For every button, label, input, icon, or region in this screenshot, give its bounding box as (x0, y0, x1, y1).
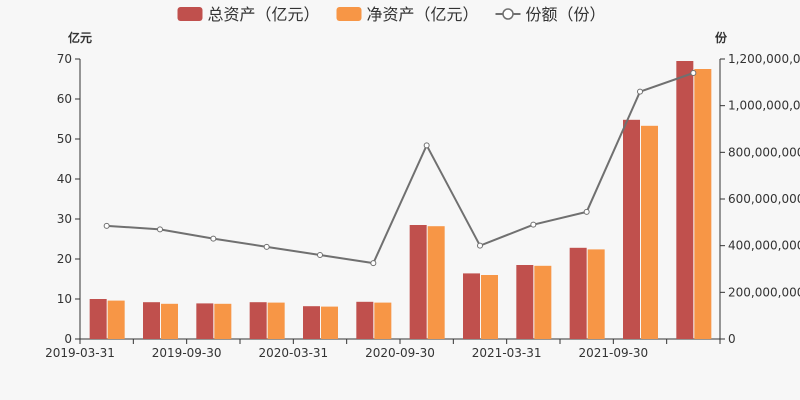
axes: 0 10 20 30 40 50 60 70 0 200,000,000 400,000,000 60… (45, 52, 800, 360)
net-assets-bar (321, 306, 338, 339)
net-assets-bar (374, 302, 392, 339)
share-point (423, 142, 430, 149)
share-point (263, 243, 270, 250)
share-point (210, 235, 217, 242)
share-point (103, 222, 110, 229)
net-assets-bar (427, 226, 445, 339)
net-assets-bar (534, 265, 552, 339)
right-tick-label: 400,000,000 (728, 239, 800, 253)
total-assets-bar (356, 301, 374, 339)
left-tick-label: 60 (57, 92, 72, 106)
net-assets-bar (641, 125, 658, 339)
left-tick-label: 20 (57, 252, 72, 266)
share-point (530, 221, 537, 228)
total-assets-bar (143, 302, 160, 339)
legend-label: 份额（份） (526, 5, 606, 24)
right-tick-label: 200,000,000 (728, 285, 800, 299)
total-assets-bar (249, 302, 267, 339)
left-axis-title: 亿元 (68, 30, 92, 45)
right-tick-label: 1,200,000,000 (728, 52, 800, 66)
net-assets-bar (694, 69, 712, 339)
net-assets-bar (267, 302, 285, 339)
bars (89, 61, 712, 339)
x-tick-label: 2020-03-31 (258, 346, 328, 360)
total-assets-bar (676, 61, 694, 339)
legend-share-swatch-point (502, 8, 514, 20)
share-point (157, 226, 163, 233)
x-tick-label: 2019-09-30 (152, 346, 222, 360)
share-point (370, 260, 377, 267)
share-point (637, 88, 643, 95)
total-assets-bar (303, 306, 320, 339)
total-assets-bar (89, 299, 107, 339)
total-assets-bar (569, 247, 587, 339)
share-line (103, 70, 697, 267)
left-tick-label: 40 (57, 172, 72, 186)
left-tick-label: 0 (64, 332, 72, 346)
legend-total-assets-swatch (177, 7, 203, 21)
share-point (477, 242, 483, 249)
right-tick-label: 0 (728, 332, 736, 346)
x-tick-label: 2021-09-30 (578, 346, 648, 360)
right-tick-label: 800,000,000 (728, 145, 800, 159)
x-tick-label: 2021-03-31 (472, 346, 542, 360)
right-axis-title: 份 (715, 30, 728, 45)
legend-net-assets-swatch (336, 7, 362, 21)
share-line-path (106, 72, 694, 265)
legend: 总资产（亿元） 净资产（亿元） 份额（份） (177, 5, 606, 24)
left-tick-label: 50 (57, 132, 72, 146)
total-assets-bar (623, 119, 640, 339)
left-tick-label: 70 (57, 52, 72, 66)
share-point (690, 70, 697, 76)
right-tick-label: 600,000,000 (728, 192, 800, 206)
left-tick-label: 30 (57, 212, 72, 226)
total-assets-bar (463, 273, 480, 339)
share-point (583, 208, 590, 215)
left-tick-label: 10 (57, 292, 72, 306)
x-tick-label: 2019-03-31 (45, 346, 115, 360)
total-assets-bar (516, 265, 534, 339)
share-point (317, 252, 323, 258)
legend-label: 总资产（亿元） (208, 5, 320, 24)
total-assets-bar (409, 225, 427, 339)
x-tick-label: 2020-09-30 (365, 346, 435, 360)
legend-label: 净资产（亿元） (367, 5, 479, 24)
net-assets-bar (161, 303, 178, 339)
total-assets-bar (196, 303, 214, 339)
right-tick-label: 1,000,000,000 (728, 99, 800, 113)
net-assets-bar (481, 275, 498, 339)
net-assets-bar (107, 300, 125, 339)
net-assets-bar (214, 303, 232, 339)
net-assets-bar (587, 249, 605, 339)
